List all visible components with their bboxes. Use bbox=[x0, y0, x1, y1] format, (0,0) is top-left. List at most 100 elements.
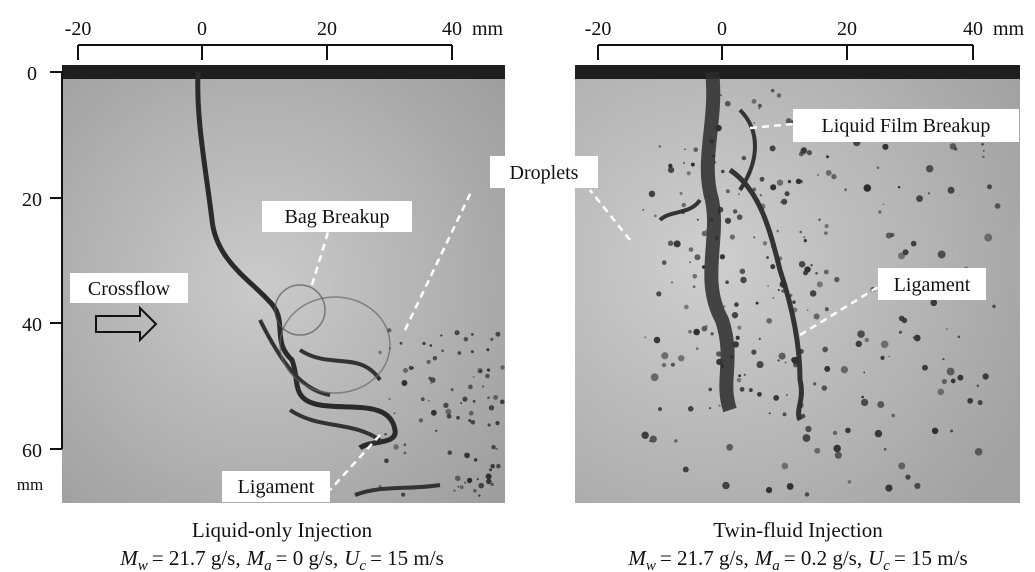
droplet bbox=[490, 338, 493, 341]
droplet bbox=[656, 291, 661, 296]
droplet bbox=[781, 199, 787, 205]
droplet bbox=[878, 210, 881, 213]
droplet bbox=[384, 458, 389, 463]
droplet bbox=[992, 305, 995, 308]
droplet bbox=[804, 266, 810, 272]
droplet bbox=[732, 312, 738, 318]
left-axis-unit: mm bbox=[17, 475, 43, 494]
droplet bbox=[947, 368, 955, 376]
droplet bbox=[697, 219, 699, 221]
droplet bbox=[694, 254, 700, 260]
droplet bbox=[384, 433, 387, 436]
droplet bbox=[388, 398, 390, 400]
droplet bbox=[671, 363, 675, 367]
droplet bbox=[773, 395, 779, 401]
droplet bbox=[401, 380, 407, 386]
droplet bbox=[711, 332, 714, 335]
droplet bbox=[488, 423, 491, 426]
droplet bbox=[455, 475, 461, 481]
top-tick-label: 0 bbox=[197, 18, 207, 40]
droplet bbox=[721, 170, 725, 174]
droplet bbox=[403, 368, 408, 373]
droplet bbox=[486, 348, 489, 351]
param-value: = 15 m/s bbox=[894, 546, 968, 570]
droplet bbox=[720, 94, 722, 96]
droplet bbox=[708, 196, 710, 198]
caption-params: Mw= 21.7 g/s,Ma= 0 g/s,Uc= 15 m/s bbox=[119, 546, 444, 572]
droplet bbox=[453, 490, 455, 492]
droplet bbox=[714, 161, 716, 163]
body: {"panels": [ {"top_axis": {"ticks": ["-2… bbox=[0, 0, 1035, 572]
droplet bbox=[822, 385, 827, 390]
droplet bbox=[833, 431, 837, 435]
droplet bbox=[942, 358, 944, 360]
droplet bbox=[431, 410, 437, 416]
droplet bbox=[738, 374, 741, 377]
droplet bbox=[421, 397, 425, 401]
droplet bbox=[888, 356, 890, 358]
left-tick-label: 40 bbox=[22, 314, 42, 336]
droplet bbox=[702, 231, 707, 236]
droplet bbox=[422, 342, 425, 345]
param-symbol: M bbox=[246, 546, 266, 570]
top-tick-label: 0 bbox=[717, 18, 727, 40]
droplet bbox=[712, 154, 715, 157]
annotation: Liquid Film Breakup bbox=[822, 115, 991, 137]
droplet bbox=[810, 264, 812, 266]
droplet bbox=[642, 209, 644, 211]
droplet bbox=[737, 326, 741, 330]
param-symbol: M bbox=[119, 546, 139, 570]
droplet bbox=[393, 444, 399, 450]
droplet bbox=[803, 434, 811, 442]
droplet bbox=[777, 93, 781, 97]
annotation: Crossflow bbox=[88, 278, 171, 300]
droplet bbox=[473, 489, 477, 493]
droplet bbox=[826, 155, 829, 158]
droplet bbox=[916, 195, 923, 202]
droplet bbox=[689, 247, 694, 252]
droplet bbox=[884, 448, 887, 451]
param-value: = 0 g/s, bbox=[276, 546, 339, 570]
droplet bbox=[500, 400, 505, 405]
droplet bbox=[435, 430, 437, 432]
droplet bbox=[717, 207, 723, 213]
droplet bbox=[804, 239, 807, 242]
droplet bbox=[473, 400, 476, 403]
droplet bbox=[674, 240, 681, 247]
top-axis bbox=[598, 45, 973, 60]
droplet bbox=[428, 377, 431, 380]
droplet bbox=[766, 487, 772, 493]
caption-title: Twin-fluid Injection bbox=[713, 518, 883, 542]
top-axis-unit: mm bbox=[472, 18, 504, 40]
droplet bbox=[668, 164, 672, 168]
droplet bbox=[805, 492, 809, 496]
droplet bbox=[477, 368, 483, 374]
droplet bbox=[799, 261, 806, 268]
droplet bbox=[831, 174, 836, 179]
droplet bbox=[835, 452, 842, 459]
droplet bbox=[404, 443, 407, 446]
nozzle-wall bbox=[62, 65, 505, 79]
droplet bbox=[848, 480, 852, 484]
droplet bbox=[471, 350, 474, 353]
droplet bbox=[500, 365, 504, 369]
droplet bbox=[983, 150, 985, 152]
droplet bbox=[678, 355, 684, 361]
droplet bbox=[681, 210, 685, 214]
droplet bbox=[693, 329, 700, 336]
droplet bbox=[482, 385, 484, 387]
droplet bbox=[696, 347, 699, 350]
droplet bbox=[756, 302, 759, 305]
droplet bbox=[688, 330, 692, 334]
droplet bbox=[766, 318, 772, 324]
droplet bbox=[877, 401, 884, 408]
droplet bbox=[954, 147, 957, 150]
droplet bbox=[926, 165, 933, 172]
droplet bbox=[814, 313, 820, 319]
droplet bbox=[942, 379, 947, 384]
droplet bbox=[928, 192, 930, 194]
droplet bbox=[668, 240, 674, 246]
droplet bbox=[684, 149, 686, 151]
droplet bbox=[780, 281, 787, 288]
droplet bbox=[767, 285, 769, 287]
